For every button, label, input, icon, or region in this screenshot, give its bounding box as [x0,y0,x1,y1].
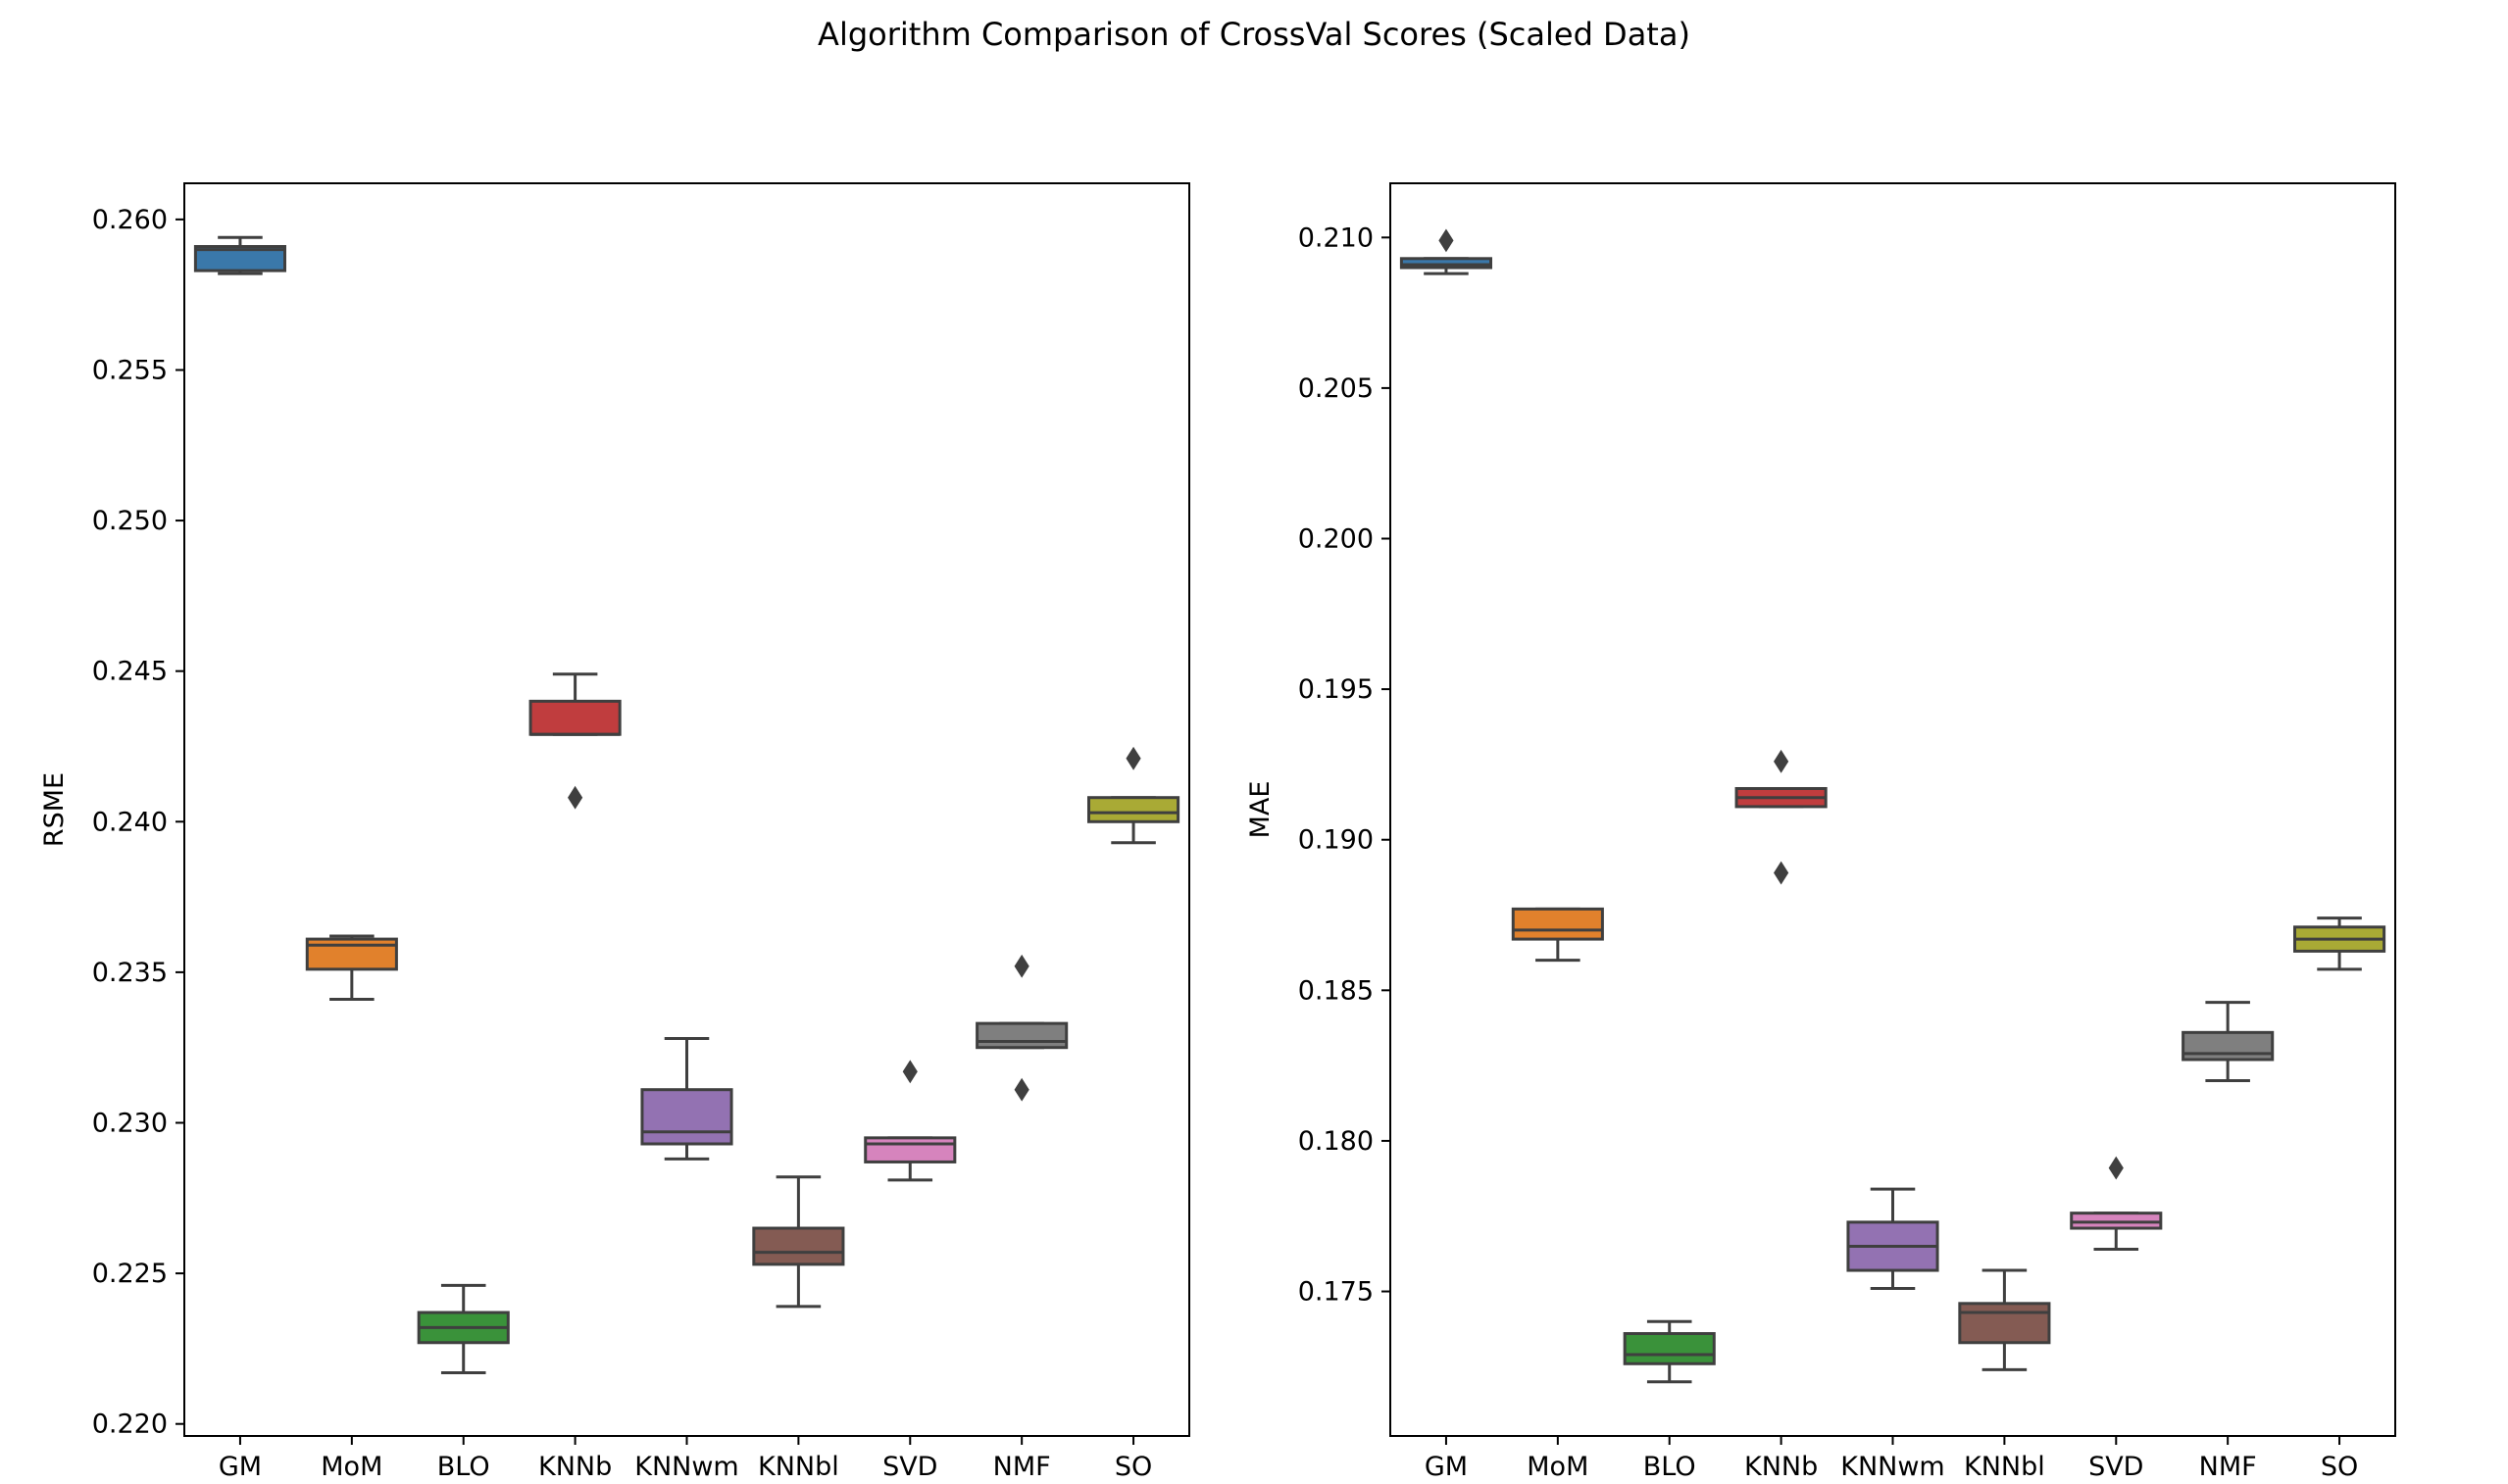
y-tick-label: 0.200 [1298,524,1374,555]
box-body [864,1136,957,1163]
box-body [1623,1332,1716,1365]
box-gm [1399,228,1493,275]
box-body [528,699,622,736]
box-so [2293,916,2386,971]
x-tick-label: KNNb [538,1452,612,1482]
x-tick-label: SVD [882,1452,937,1482]
axes-frame [183,182,1190,1437]
y-tick-label: 0.250 [92,506,168,536]
outlier-point [1774,749,1789,773]
x-tick-label: BLO [437,1452,490,1482]
outlier-point [1014,954,1029,978]
box-knnwm [640,1036,733,1161]
y-tick-label: 0.205 [1298,373,1374,404]
box-body [1958,1302,2051,1345]
x-tick-label: MoM [321,1452,382,1482]
box-body [752,1226,845,1266]
box-nmf [2182,1001,2275,1082]
box-mom [305,934,398,1002]
figure-title: Algorithm Comparison of CrossVal Scores … [818,16,1690,53]
y-tick-label: 0.260 [92,205,168,235]
outlier-point [2108,1156,2124,1180]
x-tick-label: GM [219,1452,262,1482]
y-tick-label: 0.190 [1298,825,1374,856]
axes-frame [1389,182,2396,1437]
y-axis-label: RSME [39,772,70,847]
box-svd [864,1060,957,1182]
box-body [2070,1212,2163,1230]
y-tick-label: 0.225 [92,1259,168,1289]
box-blo [1623,1319,1716,1384]
box-knnbl [1958,1268,2051,1371]
y-tick-label: 0.180 [1298,1126,1374,1157]
box-knnwm [1846,1187,1939,1290]
outlier-point [1774,861,1789,885]
outlier-point [1438,228,1454,253]
box-mom [1511,907,1604,963]
y-tick-label: 0.220 [92,1410,168,1440]
x-tick-label: KNNb [1744,1452,1818,1482]
x-tick-label: KNNwm [634,1452,738,1482]
outlier-point [902,1060,918,1084]
box-body [976,1021,1069,1050]
y-axis-label: MAE [1245,781,1276,839]
box-blo [417,1283,510,1374]
box-body [1399,257,1493,270]
outlier-point [568,785,583,810]
box-body [1511,907,1604,941]
y-tick-label: 0.240 [92,807,168,837]
y-tick-label: 0.195 [1298,674,1374,705]
y-tick-label: 0.255 [92,355,168,385]
x-tick-label: MoM [1527,1452,1588,1482]
y-tick-label: 0.185 [1298,975,1374,1006]
x-tick-label: SO [2321,1452,2358,1482]
x-tick-label: NMF [993,1452,1051,1482]
box-svd [2070,1156,2163,1252]
x-tick-label: KNNwm [1840,1452,1944,1482]
outlier-point [1014,1077,1029,1102]
rsme-panel: 0.220 0.225 0.230 0.235 0.240 0.245 0.250 0.255… [39,182,1190,1482]
y-tick-label: 0.230 [92,1109,168,1139]
box-knnb [528,672,622,810]
y-tick-label: 0.175 [1298,1277,1374,1308]
outlier-point [1126,746,1141,770]
y-tick-label: 0.210 [1298,223,1374,253]
x-tick-label: BLO [1643,1452,1696,1482]
x-tick-label: NMF [2199,1452,2257,1482]
x-tick-label: SO [1115,1452,1152,1482]
x-tick-label: KNNbl [758,1452,839,1482]
box-nmf [976,954,1069,1102]
x-tick-label: GM [1425,1452,1468,1482]
box-body [2182,1030,2275,1062]
box-body [1087,796,1180,823]
box-body [640,1088,733,1146]
x-tick-label: SVD [2088,1452,2143,1482]
x-tick-label: KNNbl [1964,1452,2045,1482]
box-knnb [1734,749,1828,885]
y-tick-label: 0.245 [92,657,168,687]
box-knnbl [752,1175,845,1309]
box-gm [193,235,286,275]
box-so [1087,746,1180,845]
mae-panel: 0.175 0.180 0.185 0.190 0.195 0.200 0.205 0.210… [1245,182,2396,1482]
y-tick-label: 0.235 [92,958,168,988]
box-body [305,937,398,971]
